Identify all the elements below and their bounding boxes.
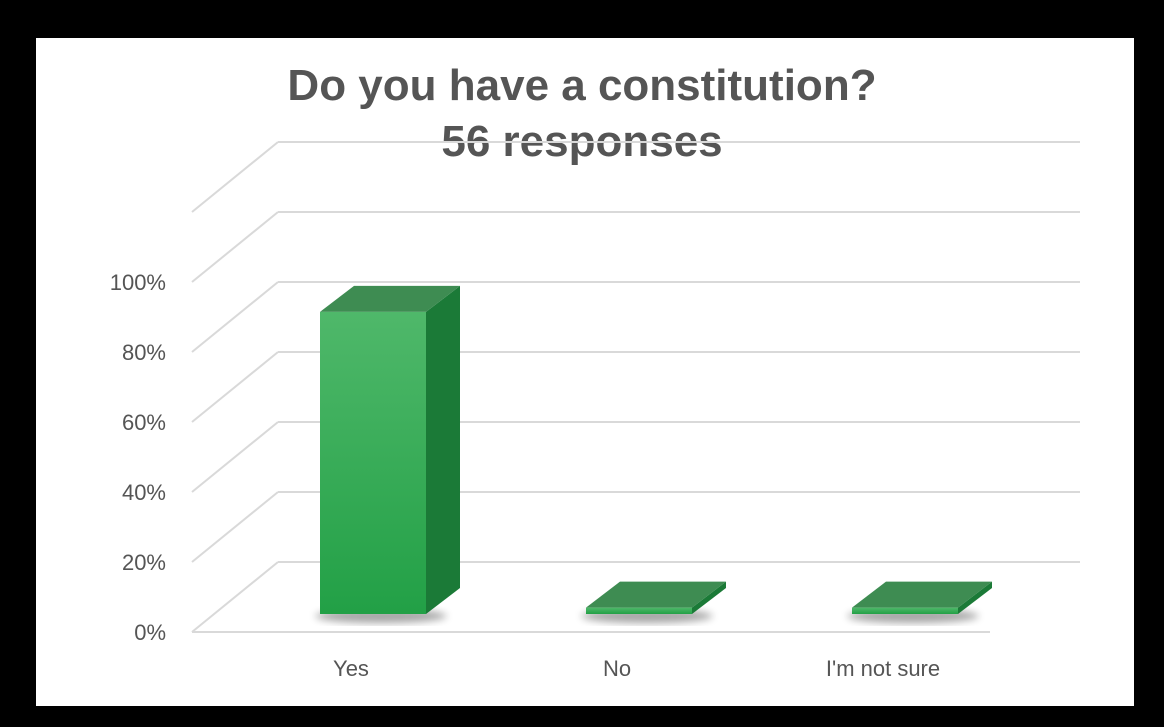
- gridline-side: [191, 351, 279, 423]
- bar: [847, 581, 992, 623]
- y-tick-label: 60%: [122, 410, 166, 435]
- bar-side: [692, 581, 726, 614]
- gridline-side: [191, 281, 279, 353]
- bar-top: [320, 285, 460, 312]
- bars: [315, 285, 992, 623]
- y-tick-label: 100%: [110, 270, 166, 295]
- y-tick-label: 20%: [122, 550, 166, 575]
- chart-title-block: Do you have a constitution? 56 responses: [0, 58, 1164, 170]
- y-tick-label: 40%: [122, 480, 166, 505]
- y-tick-label: 0%: [134, 620, 166, 645]
- bar: [315, 285, 460, 623]
- bar-side: [958, 581, 992, 614]
- gridline-side: [191, 561, 279, 633]
- gridline-side: [191, 491, 279, 563]
- bar-front: [320, 311, 426, 614]
- x-category-label: No: [603, 656, 631, 681]
- gridline-side: [191, 211, 279, 283]
- bar: [581, 581, 726, 623]
- y-tick-label: 80%: [122, 340, 166, 365]
- x-category-label: Yes: [333, 656, 369, 681]
- y-axis-ticks: 0% 20% 40% 60% 80% 100%: [110, 270, 166, 645]
- bar-top: [586, 581, 726, 608]
- gridlines: [191, 141, 1080, 633]
- gridline-side: [191, 421, 279, 493]
- bar-front: [586, 607, 692, 614]
- bar-side: [426, 285, 460, 614]
- bar-front: [852, 607, 958, 614]
- chart-title: Do you have a constitution?: [287, 61, 877, 110]
- gridline-side-top: [191, 141, 279, 213]
- bar-top: [852, 581, 992, 608]
- x-category-label: I'm not sure: [826, 656, 940, 681]
- x-axis-categories: Yes No I'm not sure: [333, 656, 940, 681]
